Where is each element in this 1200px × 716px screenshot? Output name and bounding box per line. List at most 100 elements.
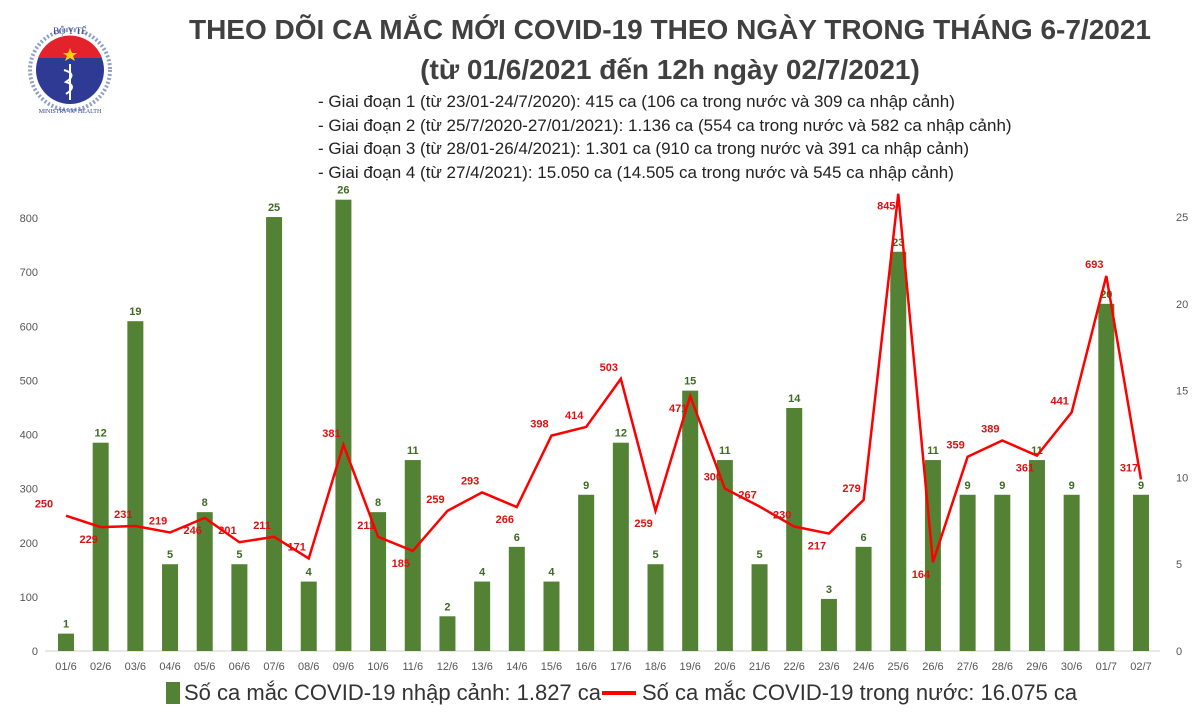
left-axis-tick: 100 <box>20 592 38 604</box>
bar-label: 4 <box>306 567 313 579</box>
x-axis-tick: 23/6 <box>818 661 839 673</box>
bar-label: 5 <box>167 549 173 561</box>
left-axis-tick: 200 <box>20 538 38 550</box>
svg-text:BỘ Y TẾ: BỘ Y TẾ <box>53 26 87 36</box>
left-axis-tick: 600 <box>20 321 38 333</box>
x-axis-tick: 20/6 <box>714 661 735 673</box>
line-label: 211 <box>357 520 375 532</box>
bar <box>820 598 837 651</box>
line-label: 293 <box>461 475 479 487</box>
line-label: 414 <box>565 410 584 422</box>
line-label: 259 <box>634 518 652 530</box>
bar <box>439 616 456 651</box>
bar-label: 5 <box>236 549 242 561</box>
right-axis-tick: 5 <box>1176 559 1182 571</box>
x-axis-tick: 06/6 <box>229 661 250 673</box>
x-axis-tick: 03/6 <box>125 661 146 673</box>
bar-label: 26 <box>337 185 349 197</box>
bar <box>890 251 907 652</box>
svg-text:MINISTRY OF HEALTH: MINISTRY OF HEALTH <box>39 109 102 114</box>
x-axis-tick: 26/6 <box>922 661 943 673</box>
bar <box>127 321 144 651</box>
bar <box>578 494 595 651</box>
annotation: - Giai đoạn 1 (từ 23/01-24/7/2020): 415 … <box>318 92 955 111</box>
bar-label: 2 <box>444 601 450 613</box>
line-label: 250 <box>35 499 53 511</box>
x-axis-tick: 01/7 <box>1096 661 1117 673</box>
line-label: 317 <box>1120 462 1138 474</box>
bar <box>959 494 976 651</box>
annotation: - Giai đoạn 4 (từ 27/4/2021): 15.050 ca … <box>318 162 954 182</box>
bar-label: 11 <box>719 445 731 457</box>
bar-label: 9 <box>999 480 1005 492</box>
bar <box>300 581 317 651</box>
annotation: - Giai đoạn 3 (từ 28/01-26/4/2021): 1.30… <box>318 139 970 158</box>
legend-item-bar: Số ca mắc COVID-19 nhập cảnh: 1.827 ca <box>166 680 601 706</box>
bar-label: 12 <box>615 428 627 440</box>
bar-label: 1 <box>63 619 69 631</box>
line-label: 230 <box>773 510 791 522</box>
x-axis-tick: 04/6 <box>159 661 180 673</box>
chart-title-box: THEO DÕI CA MẮC MỚI COVID-19 THEO NGÀY T… <box>140 14 1200 46</box>
left-axis-tick: 500 <box>20 375 38 387</box>
bar-label: 9 <box>965 480 971 492</box>
right-axis-tick: 20 <box>1176 299 1188 311</box>
bar <box>335 199 352 651</box>
line-label: 693 <box>1085 259 1103 271</box>
bar-label: 5 <box>756 549 762 561</box>
left-axis-tick: 0 <box>32 646 38 658</box>
bar-label: 6 <box>514 532 520 544</box>
x-axis-tick: 08/6 <box>298 661 319 673</box>
bar <box>474 581 491 651</box>
x-axis-tick: 19/6 <box>679 661 700 673</box>
x-axis-tick: 05/6 <box>194 661 215 673</box>
x-axis-tick: 12/6 <box>437 661 458 673</box>
right-axis-tick: 10 <box>1176 472 1188 484</box>
line-label: 246 <box>184 525 202 537</box>
x-axis-tick: 10/6 <box>367 661 388 673</box>
legend-item-line: Số ca mắc COVID-19 trong nước: 16.075 ca <box>602 680 1077 706</box>
line-label: 259 <box>426 494 444 506</box>
x-axis-tick: 16/6 <box>575 661 596 673</box>
bar <box>370 512 387 651</box>
annotation: - Giai đoạn 2 (từ 25/7/2020-27/01/2021):… <box>318 115 1012 135</box>
line-label: 201 <box>218 525 236 537</box>
right-axis-tick: 0 <box>1176 646 1182 658</box>
bar <box>58 633 74 651</box>
bar <box>1098 303 1115 651</box>
bar-label: 11 <box>927 445 939 457</box>
bar-label: 9 <box>583 480 589 492</box>
x-axis-tick: 27/6 <box>957 661 978 673</box>
left-axis-tick: 700 <box>20 267 38 279</box>
line-label: 266 <box>496 514 514 526</box>
x-axis-tick: 18/6 <box>645 661 666 673</box>
line-label: 389 <box>981 423 999 435</box>
line-label: 279 <box>842 483 860 495</box>
bar <box>647 564 664 651</box>
bar <box>196 512 213 651</box>
bar <box>682 390 699 651</box>
line-label: 361 <box>1016 463 1034 475</box>
bar-label: 5 <box>652 549 658 561</box>
x-axis-tick: 14/6 <box>506 661 527 673</box>
line-label: 398 <box>530 419 548 431</box>
left-axis-tick: 300 <box>20 484 38 496</box>
line-label: 845 <box>877 201 895 213</box>
x-axis-tick: 17/6 <box>610 661 631 673</box>
bar <box>751 564 768 651</box>
line-label: 229 <box>79 534 97 546</box>
right-axis-tick: 15 <box>1176 386 1188 398</box>
bar-label: 6 <box>861 532 867 544</box>
x-axis-tick: 28/6 <box>992 661 1013 673</box>
left-axis-tick: 400 <box>20 430 38 442</box>
bar <box>162 564 179 651</box>
bar-label: 9 <box>1138 480 1144 492</box>
line-label: 171 <box>288 541 306 553</box>
x-axis-tick: 13/6 <box>471 661 492 673</box>
x-axis-tick: 07/6 <box>263 661 284 673</box>
x-axis-tick: 22/6 <box>784 661 805 673</box>
line-label: 441 <box>1050 395 1068 407</box>
x-axis-tick: 30/6 <box>1061 661 1082 673</box>
bar <box>1063 494 1080 651</box>
